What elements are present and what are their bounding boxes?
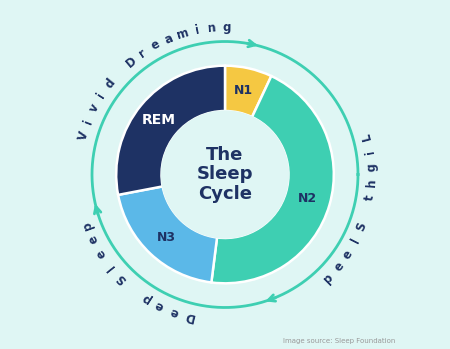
Text: g: g <box>222 21 231 35</box>
Text: v: v <box>87 102 102 114</box>
Text: e: e <box>168 305 180 319</box>
Text: Sleep: Sleep <box>197 165 253 184</box>
Text: g: g <box>364 162 378 171</box>
Text: The: The <box>206 146 244 164</box>
Text: L: L <box>360 131 374 142</box>
Text: p: p <box>139 290 153 306</box>
Text: REM: REM <box>142 113 176 127</box>
Text: a: a <box>163 31 175 47</box>
Text: i: i <box>194 24 200 37</box>
Wedge shape <box>212 76 334 283</box>
Text: m: m <box>175 26 190 42</box>
Text: t: t <box>363 194 377 201</box>
Text: D: D <box>123 54 139 70</box>
Wedge shape <box>225 66 271 117</box>
Text: i: i <box>363 149 377 155</box>
Wedge shape <box>118 186 217 282</box>
Text: i: i <box>81 118 95 126</box>
Wedge shape <box>116 66 225 195</box>
Text: d: d <box>103 76 118 90</box>
Text: e: e <box>94 246 109 260</box>
Text: e: e <box>153 298 166 313</box>
Text: e: e <box>149 38 162 53</box>
Text: S: S <box>113 270 129 285</box>
Text: p: p <box>80 219 95 231</box>
Text: N1: N1 <box>234 84 253 97</box>
Text: V: V <box>76 130 91 142</box>
Text: Cycle: Cycle <box>198 185 252 203</box>
Text: e: e <box>340 247 356 261</box>
Text: Image source: Sleep Foundation: Image source: Sleep Foundation <box>284 338 396 344</box>
Text: e: e <box>86 233 101 246</box>
Circle shape <box>162 111 288 238</box>
Text: r: r <box>137 46 149 60</box>
Text: S: S <box>354 221 369 233</box>
Text: n: n <box>207 22 217 35</box>
Text: N3: N3 <box>157 231 176 244</box>
Text: p: p <box>321 270 336 286</box>
Text: e: e <box>331 260 346 274</box>
Text: l: l <box>104 261 117 272</box>
Text: l: l <box>349 236 362 246</box>
Text: i: i <box>95 90 108 101</box>
Text: N2: N2 <box>298 192 317 205</box>
Text: h: h <box>364 178 378 187</box>
Text: D: D <box>183 309 196 324</box>
